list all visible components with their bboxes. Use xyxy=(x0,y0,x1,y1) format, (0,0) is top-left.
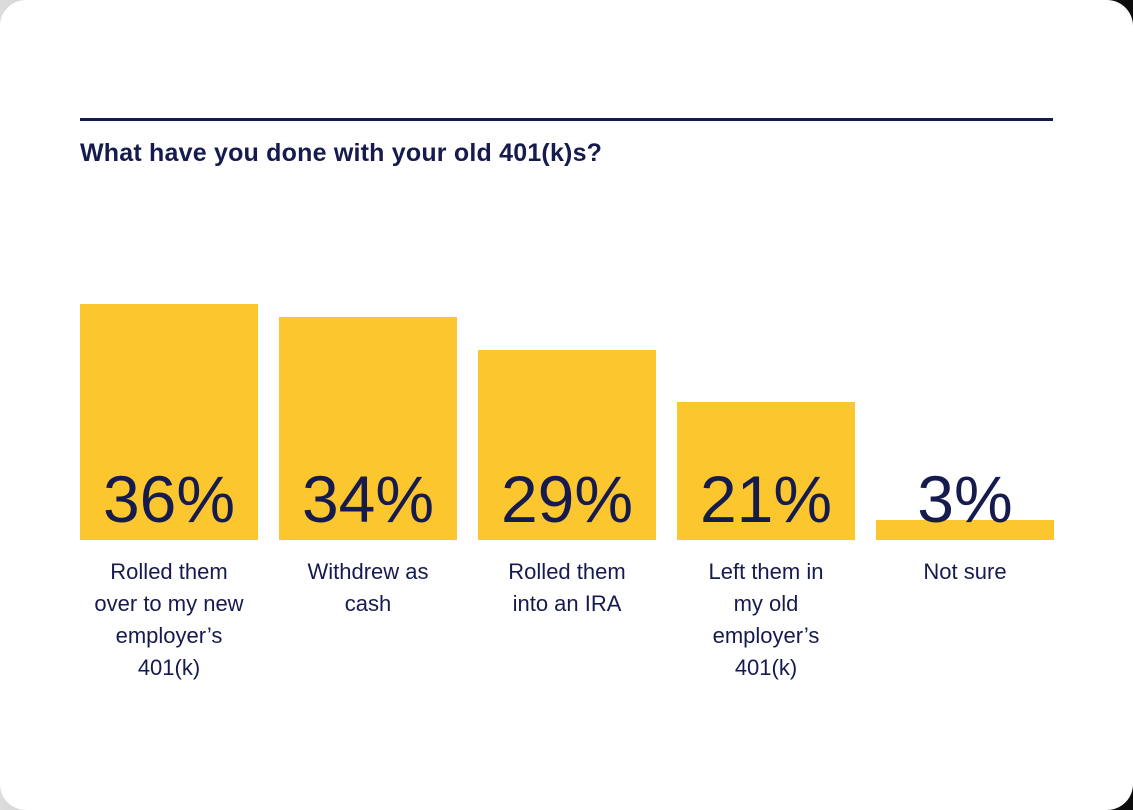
title-divider-line xyxy=(80,118,1053,121)
bar-column: 36% xyxy=(80,304,258,540)
bar-category-label: Not sure xyxy=(923,559,1007,584)
bar-column: 21% xyxy=(677,304,855,540)
bar xyxy=(677,402,855,540)
bar-column: 3% xyxy=(876,304,1054,540)
bar-category-label: Rolled them over to my new employer’s 40… xyxy=(94,559,244,680)
bar xyxy=(279,317,457,540)
bar xyxy=(876,520,1054,540)
labels-row: Rolled them over to my new employer’s 40… xyxy=(80,556,1054,684)
bar-column: 34% xyxy=(279,304,457,540)
bar xyxy=(80,304,258,540)
bar-category-label: Rolled them into an IRA xyxy=(508,559,626,616)
bar xyxy=(478,350,656,540)
bar-category-label: Left them in my old employer’s 401(k) xyxy=(708,559,824,680)
bar-category-label: Withdrew as cash xyxy=(307,559,429,616)
chart-title: What have you done with your old 401(k)s… xyxy=(80,139,603,167)
bar-column: 29% xyxy=(478,304,656,540)
bars-row: 36% 34% 29% 21% 3% xyxy=(80,304,1054,540)
